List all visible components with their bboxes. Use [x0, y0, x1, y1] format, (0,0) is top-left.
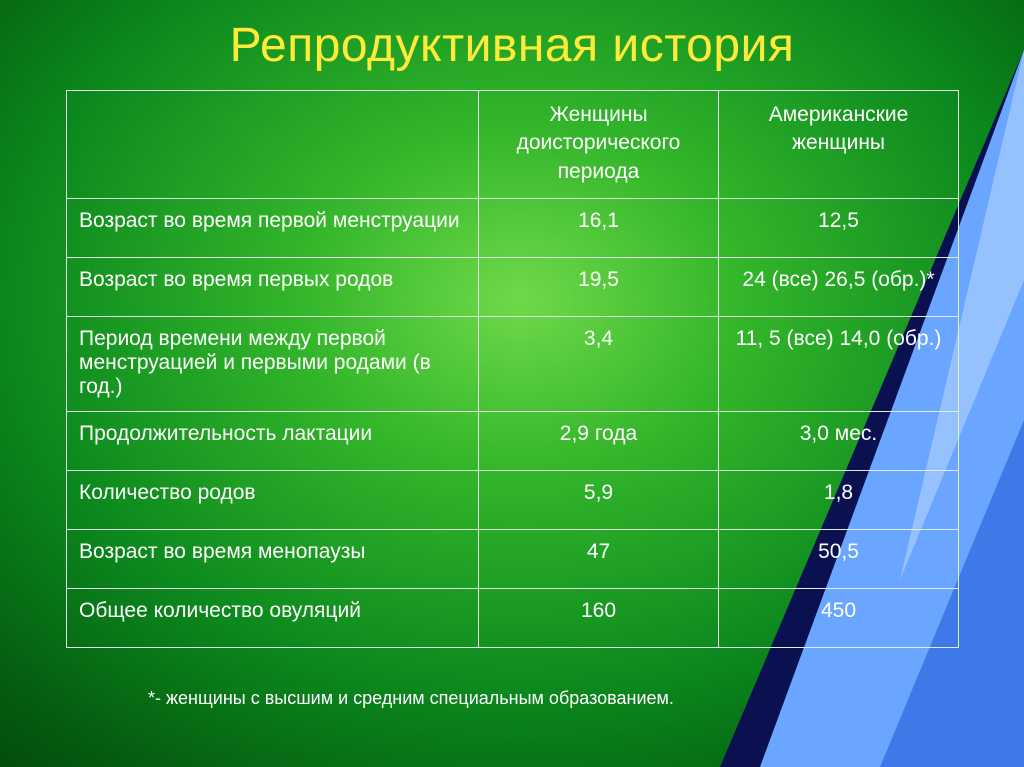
table-header-col2: Американские женщины: [719, 91, 959, 199]
row-col1-value: 47: [479, 530, 719, 589]
row-col2-value: 1,8: [719, 471, 959, 530]
table-header-col1: Женщины доисторического периода: [479, 91, 719, 199]
row-col2-value: 50,5: [719, 530, 959, 589]
row-label: Возраст во время первых родов: [67, 258, 479, 317]
row-col1-value: 2,9 года: [479, 412, 719, 471]
row-label: Возраст во время менопаузы: [67, 530, 479, 589]
row-label: Период времени между первой менструацией…: [67, 317, 479, 412]
row-col1-value: 5,9: [479, 471, 719, 530]
footnote: *- женщины с высшим и средним специальны…: [148, 688, 674, 709]
row-col1-value: 16,1: [479, 199, 719, 258]
row-col2-value: 24 (все) 26,5 (обр.)*: [719, 258, 959, 317]
row-col2-value: 11, 5 (все) 14,0 (обр.): [719, 317, 959, 412]
table-row: Количество родов5,91,8: [67, 471, 959, 530]
row-label: Количество родов: [67, 471, 479, 530]
table-row: Общее количество овуляций160450: [67, 589, 959, 648]
row-col1-value: 3,4: [479, 317, 719, 412]
table-row: Возраст во время первых родов19,524 (все…: [67, 258, 959, 317]
row-col1-value: 19,5: [479, 258, 719, 317]
table-row: Возраст во время первой менструации16,11…: [67, 199, 959, 258]
comparison-table: Женщины доисторического периода Американ…: [66, 90, 958, 648]
table-row: Возраст во время менопаузы4750,5: [67, 530, 959, 589]
row-label: Общее количество овуляций: [67, 589, 479, 648]
row-col2-value: 12,5: [719, 199, 959, 258]
row-col2-value: 450: [719, 589, 959, 648]
row-col1-value: 160: [479, 589, 719, 648]
row-col2-value: 3,0 мес.: [719, 412, 959, 471]
table-header-row: Женщины доисторического периода Американ…: [67, 91, 959, 199]
row-label: Возраст во время первой менструации: [67, 199, 479, 258]
row-label: Продолжительность лактации: [67, 412, 479, 471]
table-row: Период времени между первой менструацией…: [67, 317, 959, 412]
table-row: Продолжительность лактации2,9 года3,0 ме…: [67, 412, 959, 471]
slide-title: Репродуктивная история: [0, 18, 1024, 73]
table-header-blank: [67, 91, 479, 199]
